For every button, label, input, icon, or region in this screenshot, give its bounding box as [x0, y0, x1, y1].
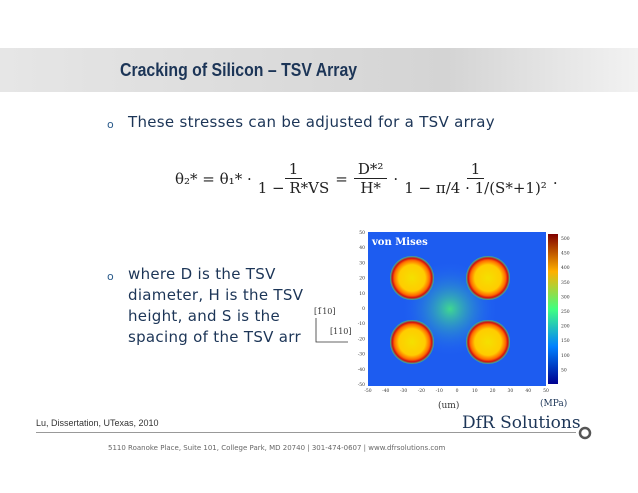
eq-part: . [552, 169, 558, 188]
tick-label: -50 [364, 388, 371, 394]
direction-label: [1̄10] [314, 307, 336, 316]
eq-part: H* [360, 179, 381, 197]
citation: Lu, Dissertation, UTexas, 2010 [36, 418, 159, 428]
bullet-line: where D is the TSV [128, 265, 276, 283]
bullet-line: diameter, H is the TSV [128, 286, 304, 304]
direction-label: [110] [330, 327, 352, 336]
eq-part: 1 − R*VS [257, 179, 330, 197]
bullet-marker: o [107, 270, 114, 283]
slide-title: Cracking of Silicon – TSV Array [120, 60, 358, 80]
header-bar [0, 48, 638, 92]
tick-label: 10 [359, 291, 365, 297]
tick-label: 10 [472, 388, 478, 394]
tick-label: 150 [561, 338, 570, 344]
tick-label: -40 [382, 388, 389, 394]
tick-label: 250 [561, 309, 570, 315]
tick-label: 450 [561, 251, 570, 257]
tick-label: 350 [561, 280, 570, 286]
tick-label: 30 [508, 388, 514, 394]
tick-label: 500 [561, 236, 570, 242]
eq-part: 1 [284, 160, 303, 179]
eq-part: 1 [466, 160, 485, 179]
eq-part: D*² [353, 160, 388, 179]
tick-label: 300 [561, 294, 570, 300]
tick-label: 400 [561, 265, 570, 271]
footer-rule [36, 432, 576, 433]
tsv [466, 320, 510, 364]
stress-figure: von Mises (um) (MPa) [1̄10] [110] -50 -40… [314, 230, 570, 411]
tick-label: -30 [358, 352, 365, 358]
logo-ring [578, 426, 592, 440]
tick-label: 0 [362, 306, 365, 312]
eq-part: = [335, 169, 348, 188]
tick-label: 0 [456, 388, 459, 394]
tick-label: 200 [561, 324, 570, 330]
tsv [466, 256, 510, 300]
tick-label: -10 [436, 388, 443, 394]
tick-label: -40 [358, 367, 365, 373]
tick-label: -30 [400, 388, 407, 394]
bullet-line: spacing of the TSV arr [128, 328, 301, 346]
tsv [390, 320, 434, 364]
tick-label: 40 [359, 245, 365, 251]
footer-address: 5110 Roanoke Place, Suite 101, College P… [108, 444, 446, 452]
tick-label: 50 [561, 367, 567, 373]
colorbar [548, 234, 558, 384]
bullet-text: where D is the TSV diameter, H is the TSV… [128, 264, 318, 348]
tsv [390, 256, 434, 300]
tick-label: -50 [358, 382, 365, 388]
tick-label: -20 [418, 388, 425, 394]
tick-label: 50 [543, 388, 549, 394]
fraction: D*² H* [353, 160, 388, 197]
direction-arrows [315, 318, 348, 343]
x-unit: (um) [438, 400, 459, 411]
bullet-line: height, and S is the [128, 307, 280, 325]
tick-label: 40 [525, 388, 531, 394]
tick-label: 50 [359, 230, 365, 236]
bullet-marker: o [107, 118, 114, 131]
bullet-text: These stresses can be adjusted for a TSV… [128, 113, 495, 131]
eq-part: 1 − π/4 · 1/(S*+1)² [404, 179, 547, 197]
eq-part: · [393, 169, 399, 188]
logo: DfR Solutions [462, 413, 581, 433]
tick-label: -20 [358, 336, 365, 342]
figure-label: von Mises [371, 237, 428, 248]
tick-label: 20 [359, 276, 365, 282]
tick-label: -10 [358, 321, 365, 327]
tick-label: 20 [490, 388, 496, 394]
colorbar-unit: (MPa) [540, 398, 567, 409]
tick-label: 100 [561, 353, 570, 359]
eq-part: θ₂* = θ₁* · [175, 169, 252, 188]
tick-label: 30 [359, 260, 365, 266]
